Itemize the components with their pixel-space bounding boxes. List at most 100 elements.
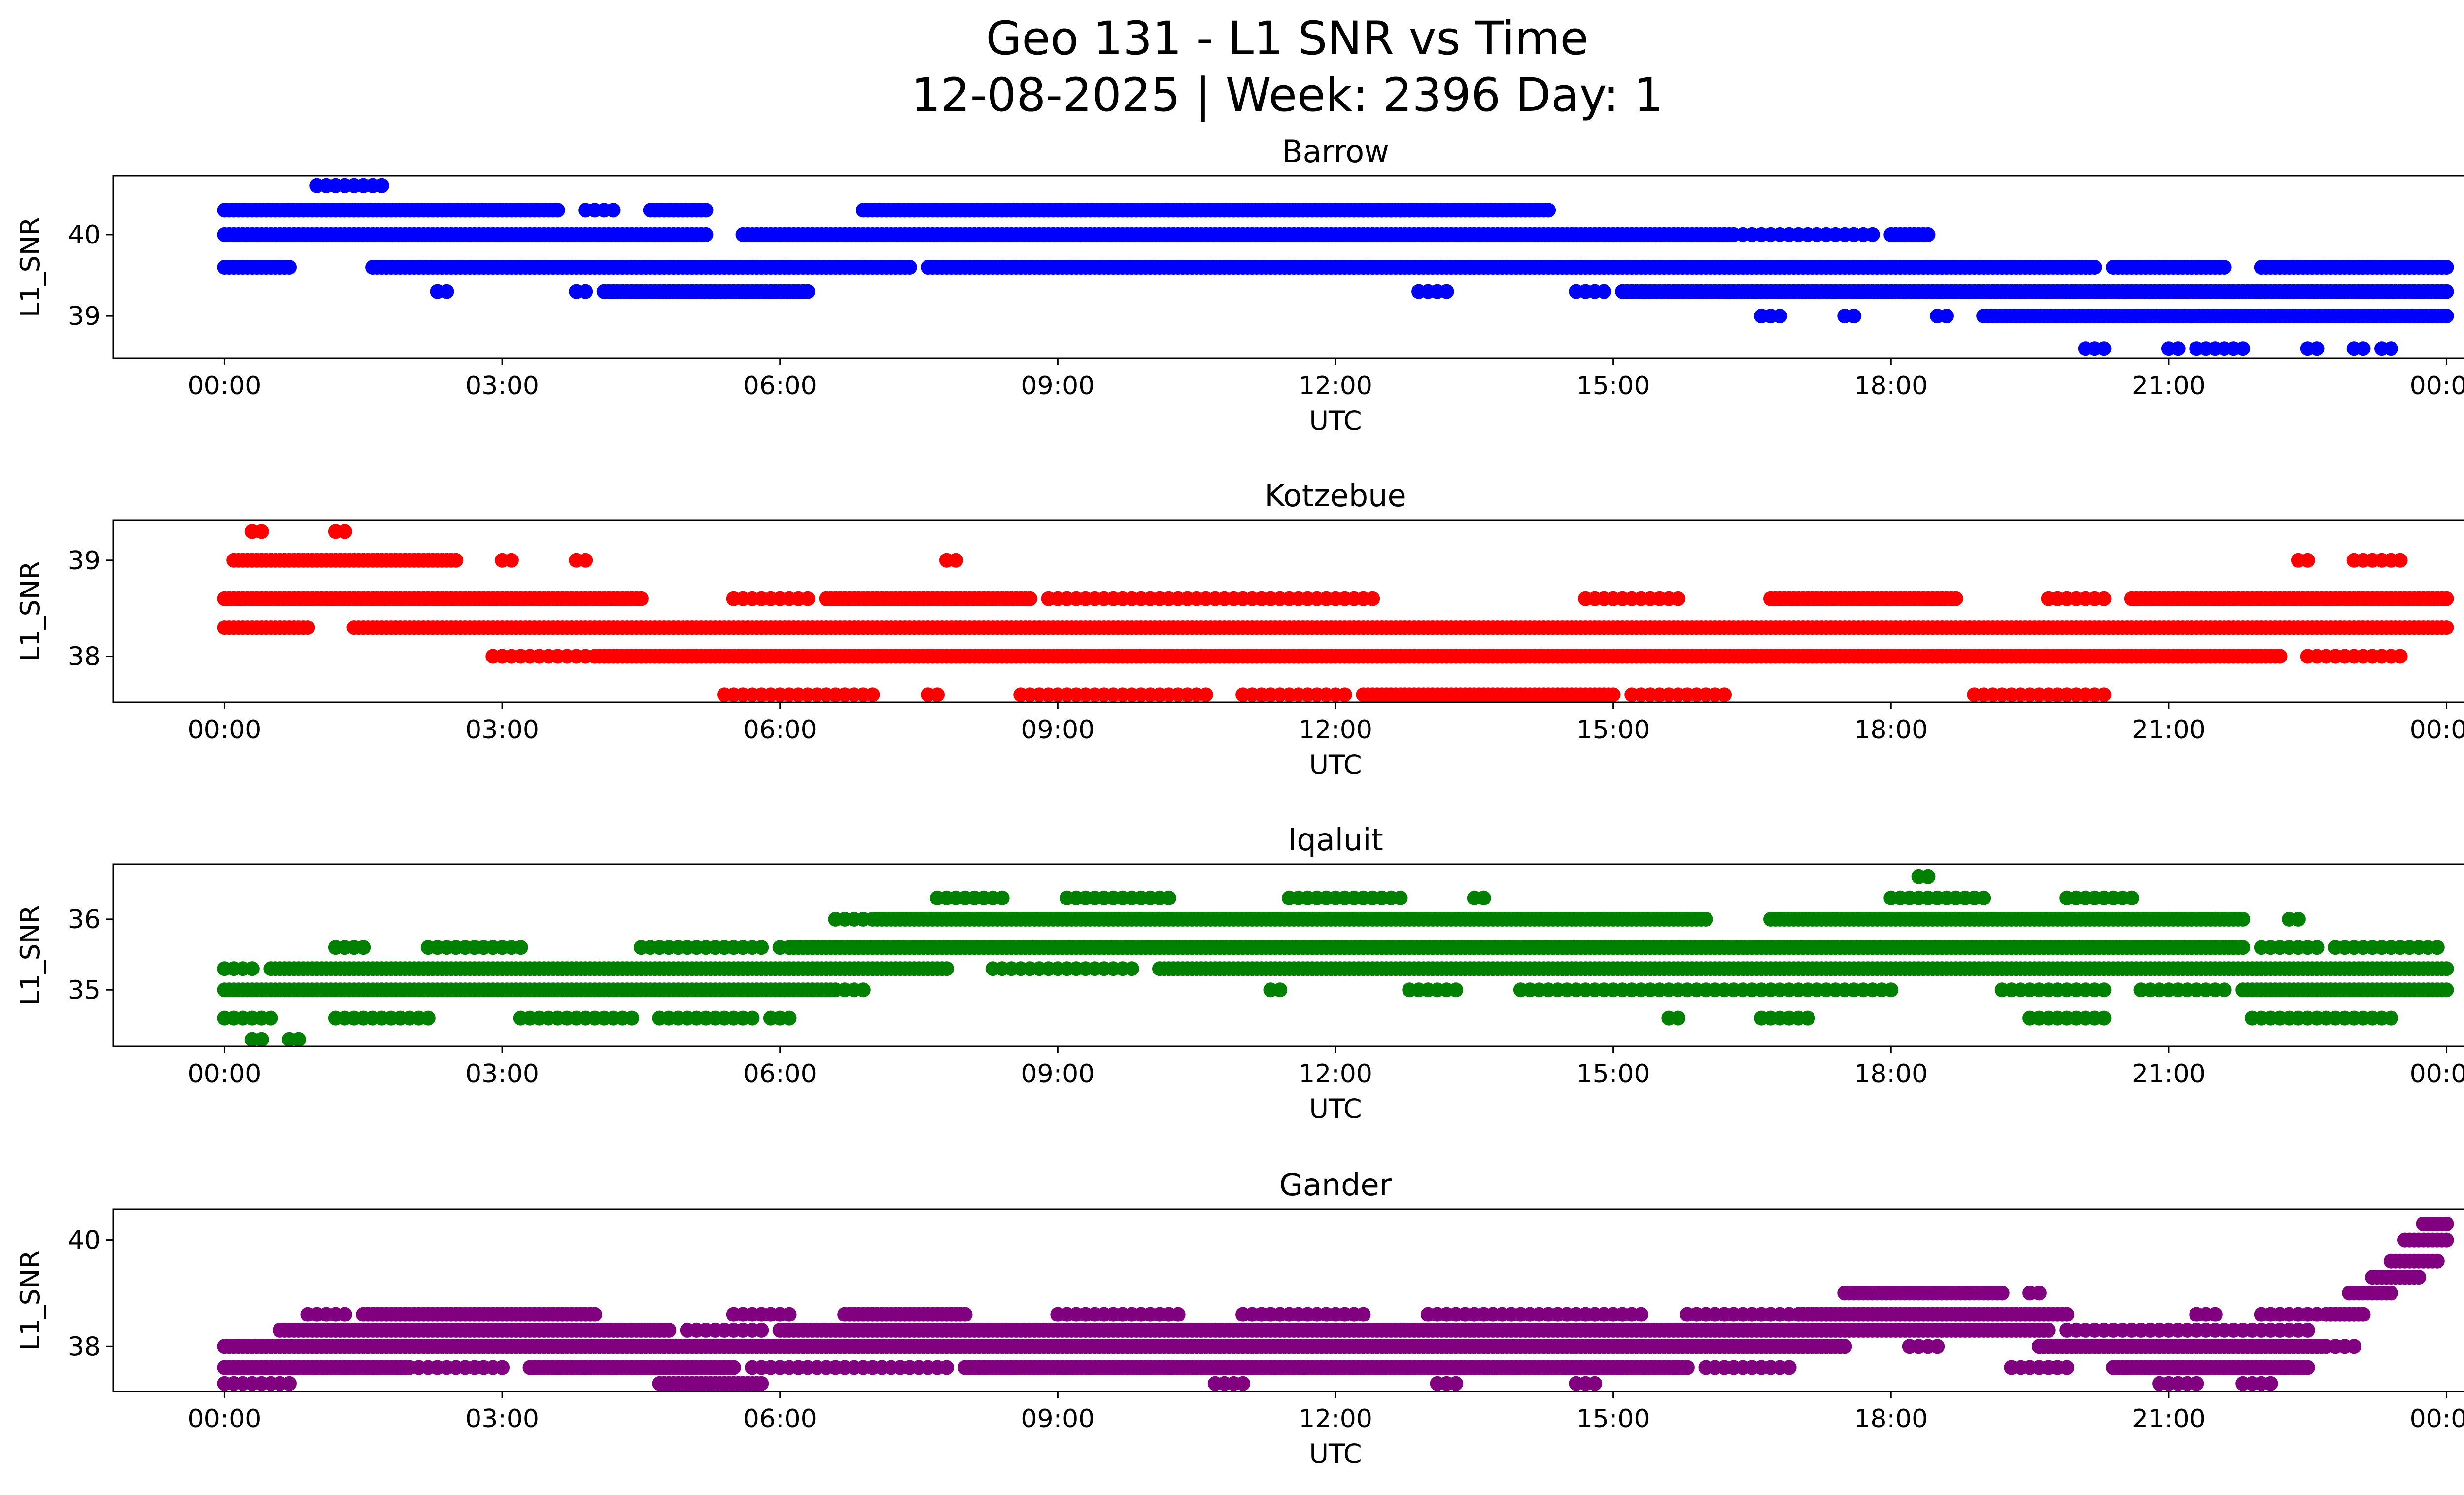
y-tick-label: 36: [68, 905, 101, 935]
data-point: [2235, 911, 2251, 927]
x-tick-label: 21:00: [2132, 715, 2206, 745]
data-point: [2356, 341, 2371, 356]
data-point: [2217, 982, 2232, 998]
data-point: [2291, 911, 2306, 927]
data-point: [263, 1010, 278, 1026]
data-point: [2393, 649, 2408, 664]
data-point: [1365, 591, 1380, 606]
data-point: [1671, 1010, 1686, 1026]
data-point: [1448, 982, 1464, 998]
y-tick-label: 40: [68, 220, 101, 250]
data-point: [300, 620, 315, 635]
data-point: [930, 687, 945, 702]
data-point: [633, 591, 649, 606]
data-point: [1337, 687, 1352, 702]
data-point: [513, 940, 528, 955]
data-point: [2439, 260, 2454, 275]
data-point: [745, 1010, 760, 1026]
data-point: [1356, 1307, 1371, 1322]
data-point: [1865, 227, 1880, 242]
data-point: [2096, 591, 2112, 606]
x-tick-label: 06:00: [743, 715, 817, 745]
axes-frame: [112, 519, 2464, 703]
data-point: [2309, 940, 2325, 955]
x-tick-label: 03:00: [465, 715, 539, 745]
data-point: [2096, 687, 2112, 702]
x-tick-label: 15:00: [1576, 715, 1650, 745]
data-point: [2430, 1253, 2445, 1269]
y-axis-label: L1_SNR: [15, 561, 46, 661]
data-point: [2393, 553, 2408, 568]
data-point: [1541, 203, 1556, 218]
data-point: [865, 687, 880, 702]
data-point: [2430, 940, 2445, 955]
data-point: [1161, 890, 1176, 905]
data-point: [1920, 869, 1936, 884]
data-point: [2096, 341, 2112, 356]
data-point: [2096, 1010, 2112, 1026]
x-tick-label: 00:00: [188, 1059, 262, 1089]
data-point: [661, 1322, 677, 1338]
data-point: [1948, 591, 1963, 606]
subplot-title: Iqaluit: [1288, 822, 1383, 858]
series-points: [217, 1217, 2454, 1391]
data-point: [1198, 687, 1213, 702]
data-point: [1976, 890, 1991, 905]
data-point: [2096, 982, 2112, 998]
data-point: [439, 284, 454, 299]
chart-title: Geo 131 - L1 SNR vs Time: [986, 12, 1589, 66]
data-point: [1772, 309, 1787, 324]
data-point: [1124, 961, 1139, 976]
data-point: [698, 227, 714, 242]
subplot-title: Barrow: [1282, 134, 1389, 170]
x-tick-label: 03:00: [465, 371, 539, 401]
data-point: [2031, 1286, 2047, 1301]
data-point: [1671, 591, 1686, 606]
data-point: [2439, 1232, 2454, 1248]
data-point: [2309, 1307, 2325, 1322]
data-point: [800, 284, 816, 299]
data-point: [2356, 1307, 2371, 1322]
data-point: [2439, 309, 2454, 324]
data-point: [2439, 591, 2454, 606]
data-point: [2439, 620, 2454, 635]
data-point: [2383, 1286, 2398, 1301]
x-tick-label: 18:00: [1854, 1059, 1928, 1089]
x-tick-label: 00:00: [188, 715, 262, 745]
data-point: [698, 203, 714, 218]
data-point: [2207, 1307, 2223, 1322]
data-point: [994, 890, 1010, 905]
y-tick-label: 38: [68, 642, 101, 672]
y-tick-label: 39: [68, 302, 101, 331]
data-point: [2383, 341, 2398, 356]
data-point: [587, 1307, 602, 1322]
data-point: [782, 940, 797, 955]
x-tick-label: 00:00: [188, 371, 262, 401]
data-point: [282, 260, 297, 275]
data-point: [2439, 1217, 2454, 1232]
x-axis-label: UTC: [1309, 749, 1362, 780]
data-point: [1393, 890, 1408, 905]
data-point: [2124, 890, 2139, 905]
data-point: [1634, 1307, 1648, 1322]
data-point: [2309, 341, 2325, 356]
series-points: [217, 524, 2454, 702]
x-tick-label: 06:00: [743, 371, 817, 401]
data-point: [291, 1032, 306, 1046]
data-point: [1476, 890, 1491, 905]
data-point: [2235, 940, 2251, 955]
x-tick-label: 21:00: [2132, 1059, 2206, 1089]
data-point: [1939, 309, 1954, 324]
x-tick-label: 09:00: [1021, 715, 1095, 745]
data-point: [504, 553, 519, 568]
data-point: [948, 553, 963, 568]
data-point: [1920, 227, 1936, 242]
x-tick-label: 21:00: [2132, 371, 2206, 401]
data-point: [800, 591, 816, 606]
data-point: [1402, 203, 1417, 218]
subplot-title: Gander: [1279, 1167, 1392, 1203]
data-point: [2087, 260, 2102, 275]
data-point: [1847, 309, 1862, 324]
